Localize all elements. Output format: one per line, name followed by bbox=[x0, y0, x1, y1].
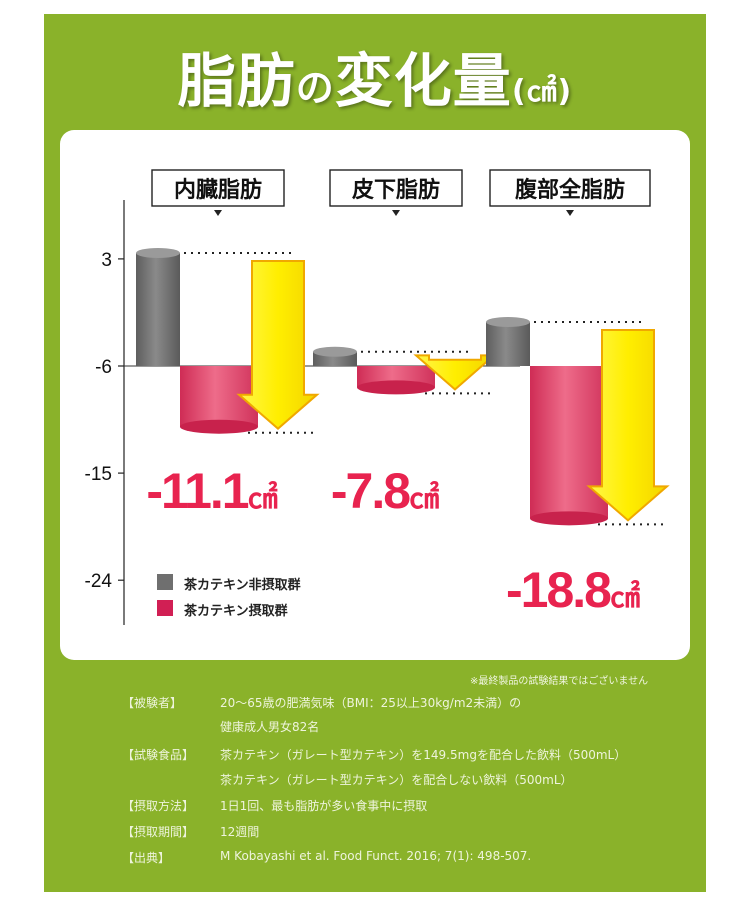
page-title: 脂肪の変化量(㎠) bbox=[0, 34, 750, 118]
bar-intake bbox=[530, 366, 608, 519]
legend-swatch-intake bbox=[157, 600, 173, 616]
category-label-box bbox=[489, 169, 651, 207]
legend-swatch-non-intake bbox=[157, 574, 173, 590]
category-label-box bbox=[151, 169, 285, 207]
bar-non-intake-cap bbox=[136, 247, 180, 258]
y-tick-label: -24 bbox=[85, 571, 113, 592]
bar-intake-bottom bbox=[530, 511, 608, 526]
decrease-arrow-icon bbox=[586, 328, 670, 522]
legend-label-non-intake: 茶カテキン非摂取群 bbox=[184, 578, 301, 593]
y-tick-label: -6 bbox=[95, 357, 112, 378]
title-main-2: 変化量 bbox=[334, 47, 512, 115]
bar-intake-bottom bbox=[357, 380, 435, 395]
category-label: 腹部全脂肪 bbox=[515, 177, 625, 203]
category-label-box bbox=[329, 169, 463, 207]
y-tick-label: 3 bbox=[101, 250, 112, 271]
category-label: 皮下脂肪 bbox=[352, 177, 440, 203]
difference-label: -11.1㎠ bbox=[146, 463, 277, 519]
category-label: 内臓脂肪 bbox=[174, 177, 262, 203]
legend-label-intake: 茶カテキン摂取群 bbox=[184, 604, 288, 619]
category-pointer-icon bbox=[214, 210, 222, 216]
decrease-arrow-icon bbox=[413, 354, 497, 391]
bar-intake-bottom bbox=[180, 419, 258, 434]
bar-non-intake bbox=[136, 252, 180, 366]
category-pointer-icon bbox=[392, 210, 400, 216]
title-particle: の bbox=[295, 66, 335, 110]
title-main: 脂肪 bbox=[177, 47, 296, 115]
category-pointer-icon bbox=[566, 210, 574, 216]
y-tick-label: -15 bbox=[85, 464, 112, 485]
title-unit: (㎠) bbox=[511, 74, 573, 109]
bar-non-intake bbox=[486, 321, 530, 366]
difference-label: -7.8㎠ bbox=[331, 463, 439, 519]
bar-non-intake-cap bbox=[313, 346, 357, 357]
decrease-arrow-icon bbox=[236, 259, 320, 431]
difference-label: -18.8㎠ bbox=[506, 562, 640, 618]
bar-non-intake-cap bbox=[486, 316, 530, 327]
